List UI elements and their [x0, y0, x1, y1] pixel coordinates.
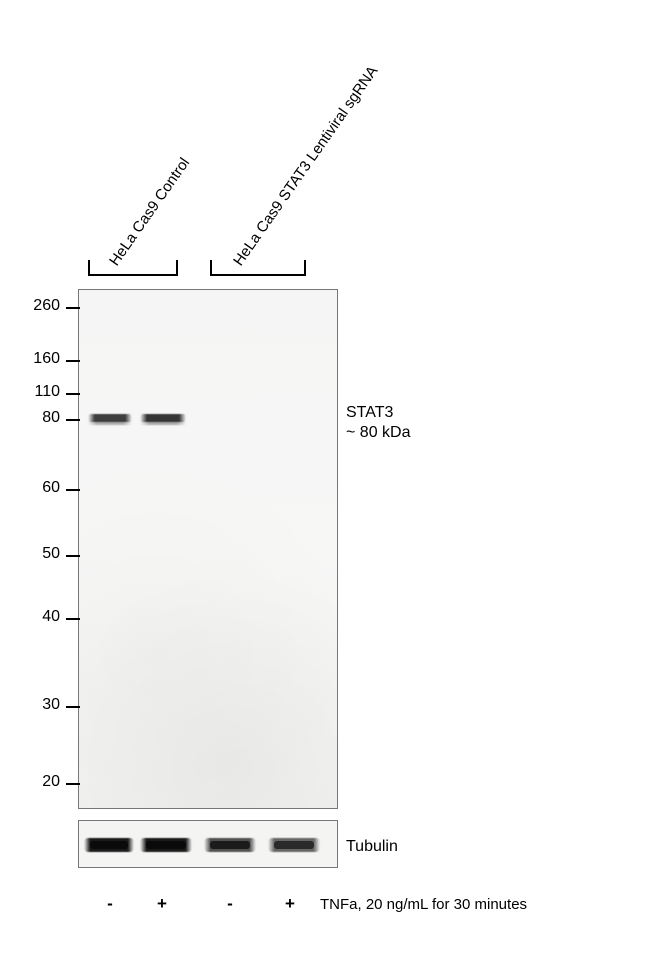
lane-group-label-2: HeLa Cas9 STAT3 Lentiviral sgRNA: [230, 63, 381, 269]
lane-bracket-1: [88, 260, 178, 276]
mw-label-50: 50: [20, 545, 60, 563]
stat3-band-shadow-lane-2: [140, 421, 186, 425]
mw-label-160: 160: [20, 350, 60, 368]
mw-tick-40: [66, 618, 80, 620]
mw-tick-30: [66, 706, 80, 708]
lane-group-label-1: HeLa Cas9 Control: [106, 155, 193, 269]
mw-tick-160: [66, 360, 80, 362]
mw-label-40: 40: [20, 608, 60, 626]
mw-tick-110: [66, 393, 80, 395]
tubulin-band-core-lane-3: [210, 841, 250, 849]
stat3-annotation-line2: ~ 80 kDa: [346, 424, 410, 442]
mw-label-20: 20: [20, 773, 60, 791]
stat3-annotation-line1: STAT3: [346, 404, 393, 422]
mw-label-260: 260: [20, 297, 60, 315]
treatment-sign-lane-1: -: [100, 894, 120, 914]
treatment-description: TNFa, 20 ng/mL for 30 minutes: [320, 896, 527, 913]
blot-background-noise: [79, 290, 337, 808]
treatment-sign-lane-4: +: [280, 894, 300, 914]
treatment-sign-lane-2: +: [152, 894, 172, 914]
tubulin-band-core-lane-4: [274, 841, 314, 849]
mw-tick-80: [66, 419, 80, 421]
stat3-band-shadow-lane-1: [88, 421, 132, 425]
mw-label-80: 80: [20, 409, 60, 427]
mw-tick-50: [66, 555, 80, 557]
tubulin-band-core-lane-2: [146, 841, 186, 849]
mw-label-30: 30: [20, 696, 60, 714]
lane-bracket-2: [210, 260, 306, 276]
tubulin-band-core-lane-1: [90, 841, 128, 849]
mw-tick-260: [66, 307, 80, 309]
mw-label-60: 60: [20, 479, 60, 497]
treatment-sign-lane-3: -: [220, 894, 240, 914]
mw-tick-20: [66, 783, 80, 785]
tubulin-label: Tubulin: [346, 838, 398, 856]
mw-tick-60: [66, 489, 80, 491]
mw-label-110: 110: [20, 383, 60, 401]
western-blot-main: [78, 289, 338, 809]
